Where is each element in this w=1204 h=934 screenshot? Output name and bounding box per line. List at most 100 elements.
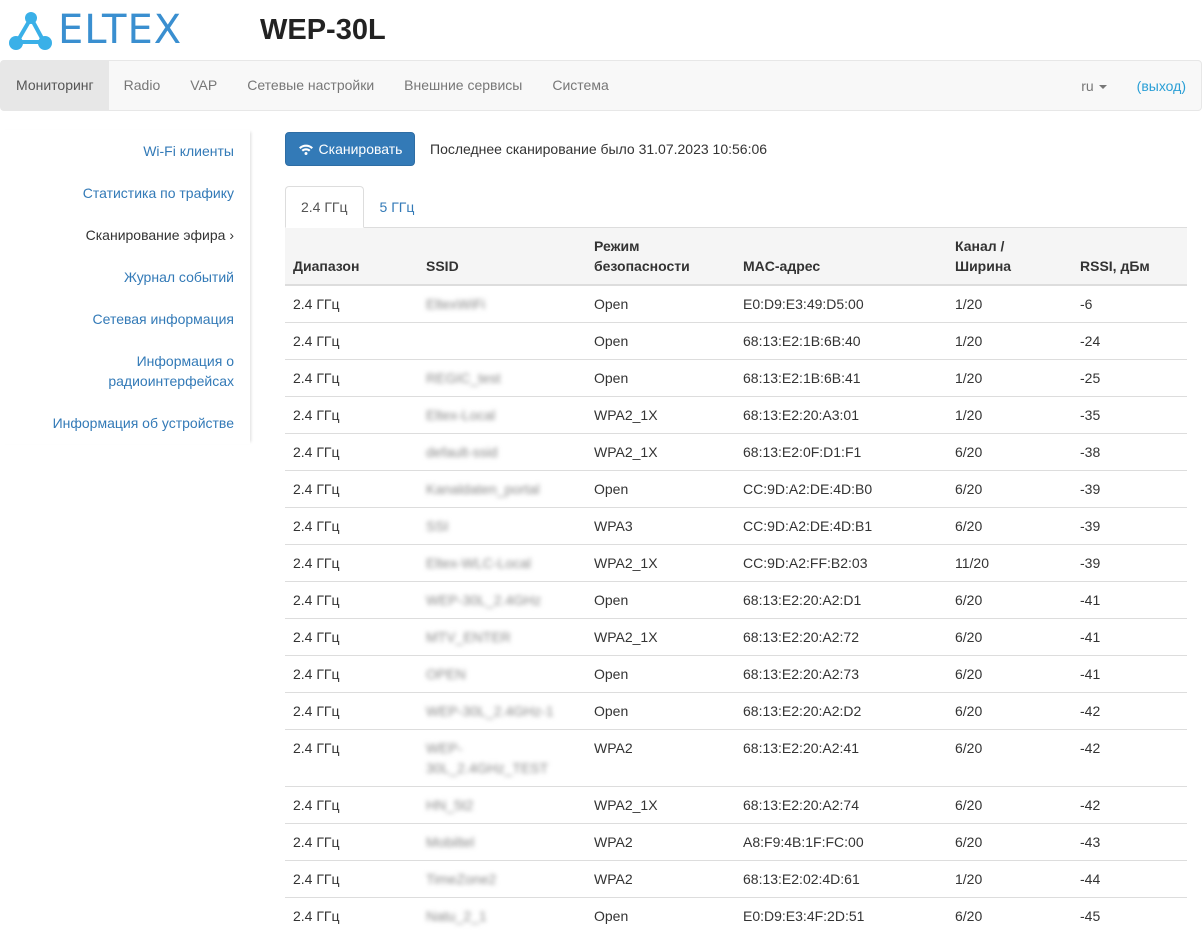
- sidebar-item-air-scan[interactable]: Сканирование эфира ›: [0, 214, 234, 256]
- cell-band: 2.4 ГГц: [285, 285, 418, 323]
- header-security: Режим безопасности: [586, 228, 735, 285]
- cell-mac: E0:D9:E3:4F:2D:51: [735, 898, 947, 934]
- scan-button[interactable]: Сканировать: [285, 132, 415, 166]
- cell-ssid: Natu_2_1: [418, 898, 586, 934]
- cell-mac: CC:9D:A2:FF:B2:03: [735, 545, 947, 582]
- tab-2-4ghz[interactable]: 2.4 ГГц: [285, 186, 364, 228]
- cell-mac: CC:9D:A2:DE:4D:B1: [735, 508, 947, 545]
- cell-rssi: -25: [1072, 360, 1187, 397]
- nav-external-services[interactable]: Внешние сервисы: [389, 61, 537, 110]
- header-channel: Канал / Ширина: [947, 228, 1072, 285]
- cell-channel: 1/20: [947, 323, 1072, 360]
- cell-band: 2.4 ГГц: [285, 397, 418, 434]
- cell-rssi: -43: [1072, 824, 1187, 861]
- cell-channel: 6/20: [947, 508, 1072, 545]
- cell-security: WPA2_1X: [586, 434, 735, 471]
- cell-rssi: -42: [1072, 787, 1187, 824]
- cell-band: 2.4 ГГц: [285, 693, 418, 730]
- cell-rssi: -42: [1072, 693, 1187, 730]
- cell-security: Open: [586, 323, 735, 360]
- sidebar: Wi-Fi клиенты Статистика по трафику Скан…: [0, 130, 250, 444]
- cell-band: 2.4 ГГц: [285, 619, 418, 656]
- cell-security: WPA2: [586, 730, 735, 787]
- cell-ssid: Eltex-WLC-Local: [418, 545, 586, 582]
- nav-vap[interactable]: VAP: [175, 61, 232, 110]
- tab-5ghz[interactable]: 5 ГГц: [364, 186, 431, 227]
- cell-channel: 6/20: [947, 434, 1072, 471]
- cell-band: 2.4 ГГц: [285, 434, 418, 471]
- cell-security: WPA3: [586, 508, 735, 545]
- cell-mac: 68:13:E2:20:A2:74: [735, 787, 947, 824]
- nav-network-settings[interactable]: Сетевые настройки: [232, 61, 389, 110]
- cell-rssi: -35: [1072, 397, 1187, 434]
- cell-ssid: [418, 323, 586, 360]
- cell-band: 2.4 ГГц: [285, 471, 418, 508]
- cell-rssi: -42: [1072, 730, 1187, 787]
- language-dropdown[interactable]: ru: [1066, 78, 1121, 94]
- sidebar-item-radio-info[interactable]: Информация о радиоинтерфейсах: [0, 340, 234, 402]
- cell-rssi: -39: [1072, 508, 1187, 545]
- cell-ssid: Kanaldaten_portal: [418, 471, 586, 508]
- cell-channel: 11/20: [947, 545, 1072, 582]
- cell-mac: 68:13:E2:20:A2:73: [735, 656, 947, 693]
- cell-mac: 68:13:E2:1B:6B:40: [735, 323, 947, 360]
- sidebar-item-traffic-stats[interactable]: Статистика по трафику: [0, 172, 234, 214]
- cell-security: Open: [586, 582, 735, 619]
- cell-band: 2.4 ГГц: [285, 360, 418, 397]
- sidebar-item-wifi-clients[interactable]: Wi-Fi клиенты: [0, 130, 234, 172]
- sidebar-item-event-log[interactable]: Журнал событий: [0, 256, 234, 298]
- nav-radio[interactable]: Radio: [109, 61, 176, 110]
- cell-mac: 68:13:E2:0F:D1:F1: [735, 434, 947, 471]
- cell-mac: A8:F9:4B:1F:FC:00: [735, 824, 947, 861]
- nav-monitoring[interactable]: Мониторинг: [1, 61, 109, 110]
- cell-channel: 6/20: [947, 898, 1072, 934]
- cell-band: 2.4 ГГц: [285, 898, 418, 934]
- cell-channel: 1/20: [947, 397, 1072, 434]
- cell-band: 2.4 ГГц: [285, 508, 418, 545]
- cell-ssid: MTV_ENTER: [418, 619, 586, 656]
- cell-security: Open: [586, 656, 735, 693]
- header-band: Диапазон: [285, 228, 418, 285]
- cell-ssid: WEP-30L_2.4GHz_TEST: [418, 730, 586, 787]
- cell-mac: 68:13:E2:20:A2:D2: [735, 693, 947, 730]
- cell-channel: 6/20: [947, 787, 1072, 824]
- cell-mac: CC:9D:A2:DE:4D:B0: [735, 471, 947, 508]
- cell-ssid: OPEN: [418, 656, 586, 693]
- cell-ssid: SSI: [418, 508, 586, 545]
- cell-mac: 68:13:E2:20:A2:41: [735, 730, 947, 787]
- caret-down-icon: [1099, 85, 1107, 89]
- cell-ssid: default-ssid: [418, 434, 586, 471]
- cell-rssi: -45: [1072, 898, 1187, 934]
- cell-security: Open: [586, 360, 735, 397]
- cell-mac: 68:13:E2:1B:6B:41: [735, 360, 947, 397]
- nav-system[interactable]: Система: [537, 61, 623, 110]
- cell-band: 2.4 ГГц: [285, 730, 418, 787]
- cell-channel: 1/20: [947, 360, 1072, 397]
- device-title: WEP-30L: [260, 14, 386, 47]
- cell-band: 2.4 ГГц: [285, 582, 418, 619]
- cell-mac: 68:13:E2:20:A2:D1: [735, 582, 947, 619]
- cell-rssi: -41: [1072, 582, 1187, 619]
- cell-rssi: -39: [1072, 471, 1187, 508]
- wifi-icon: [298, 143, 314, 155]
- cell-rssi: -6: [1072, 285, 1187, 323]
- logout-link[interactable]: (выход): [1122, 78, 1201, 94]
- cell-band: 2.4 ГГц: [285, 787, 418, 824]
- sidebar-item-device-info[interactable]: Информация об устройстве: [0, 402, 234, 444]
- cell-band: 2.4 ГГц: [285, 545, 418, 582]
- sidebar-item-network-info[interactable]: Сетевая информация: [0, 298, 234, 340]
- eltex-logo[interactable]: ELTEX: [8, 10, 182, 50]
- cell-channel: 6/20: [947, 693, 1072, 730]
- cell-channel: 6/20: [947, 582, 1072, 619]
- cell-ssid: EltexWiFi: [418, 285, 586, 323]
- cell-security: WPA2_1X: [586, 619, 735, 656]
- header-rssi: RSSI, дБм: [1072, 228, 1187, 285]
